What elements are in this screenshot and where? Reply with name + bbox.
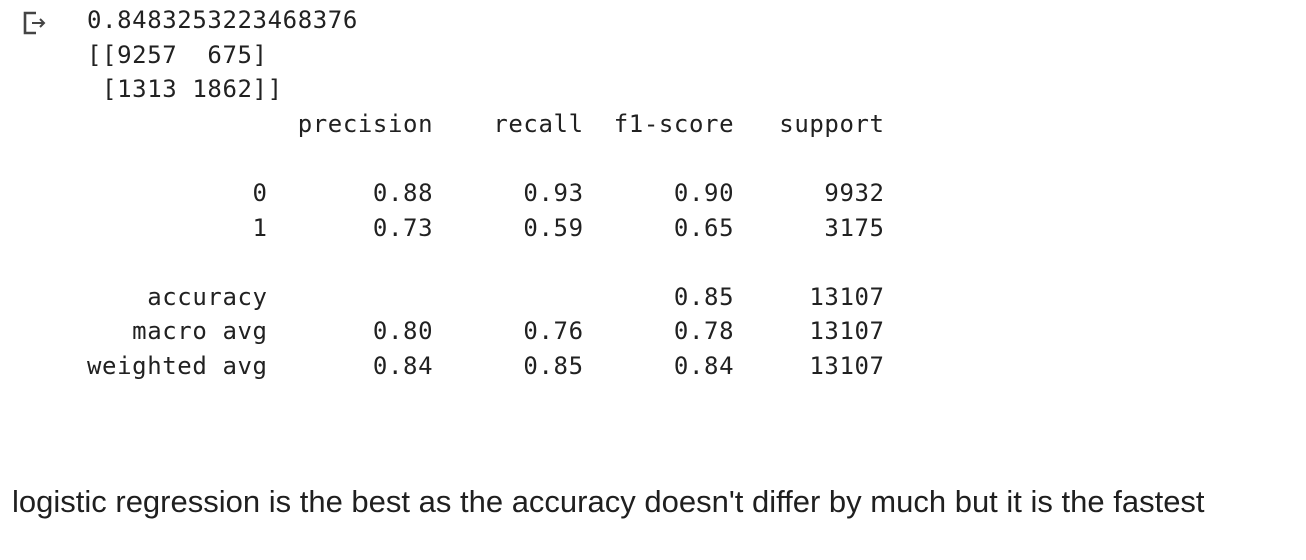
report-header-line: precision recall f1-score support <box>87 109 885 138</box>
output-text: 0.8483253223468376 [[9257 675] [1313 1862… <box>87 3 885 384</box>
output-redirect-icon[interactable] <box>22 10 54 36</box>
report-weighted-avg-line: weighted avg 0.84 0.85 0.84 13107 <box>87 351 885 380</box>
markdown-text-cell: logistic regression is the best as the a… <box>12 484 1205 519</box>
report-class-0-line: 0 0.88 0.93 0.90 9932 <box>87 178 885 207</box>
report-blank-line <box>87 141 885 176</box>
confusion-matrix-row-0: [[9257 675] <box>87 40 268 69</box>
report-macro-avg-line: macro avg 0.80 0.76 0.78 13107 <box>87 317 885 346</box>
confusion-matrix-row-1: [1313 1862]] <box>87 75 283 104</box>
report-blank-line <box>87 245 885 280</box>
report-accuracy-line: accuracy 0.85 13107 <box>87 282 885 311</box>
report-class-1-line: 1 0.73 0.59 0.65 3175 <box>87 213 885 242</box>
accuracy-score-line: 0.8483253223468376 <box>87 6 358 34</box>
